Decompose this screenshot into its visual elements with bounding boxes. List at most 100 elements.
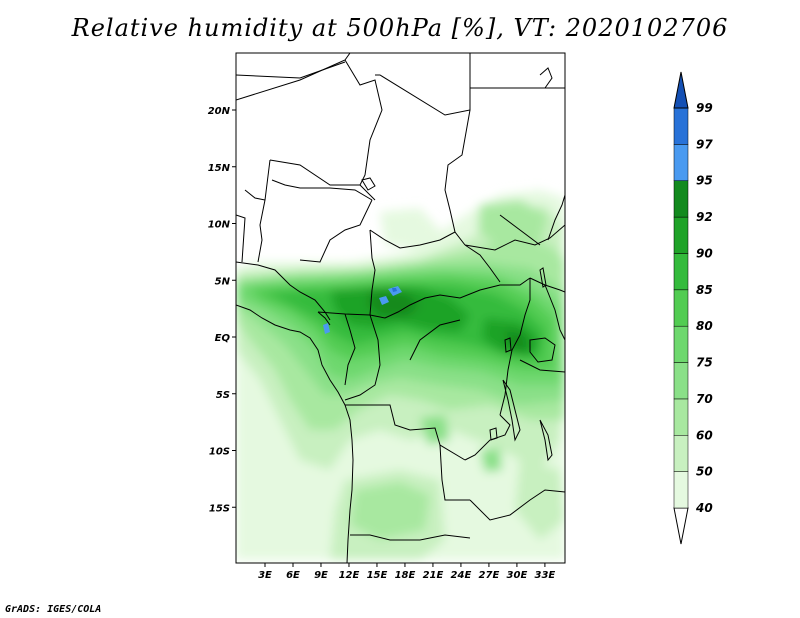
lon-tick-label: 12E <box>339 570 360 581</box>
latitude-axis: 20N 15N 10N 5N EQ 5S 10S 15S <box>208 106 236 514</box>
country-boundaries <box>236 53 565 563</box>
lake-turkana <box>539 267 547 288</box>
border-algeria <box>236 61 346 79</box>
lake-victoria <box>529 337 556 363</box>
border-guinea-eq <box>317 311 331 326</box>
colorbar-label: 97 <box>696 137 713 151</box>
lon-tick-label: 30E <box>507 570 528 581</box>
colorbar: 40 50 60 70 75 80 85 90 92 95 97 99 <box>673 71 713 545</box>
colorbar-segment <box>673 398 689 436</box>
colorbar-segment <box>673 325 689 363</box>
lat-tick-label: 5N <box>215 276 231 287</box>
border-angola-zambia <box>439 444 470 501</box>
colorbar-segment <box>673 289 689 327</box>
border-congo-drc <box>344 314 381 401</box>
lat-tick-label: 5S <box>216 390 230 401</box>
border-niger-north <box>236 53 351 101</box>
border-south-sudan-east <box>529 277 565 293</box>
border-togo <box>236 214 246 263</box>
colorbar-segment <box>673 471 689 509</box>
lon-tick-label: 6E <box>286 570 300 581</box>
colorbar-label: 95 <box>696 174 713 188</box>
lat-tick-label: 15S <box>209 503 230 514</box>
colorbar-label: 75 <box>696 356 713 370</box>
colorbar-min-arrow <box>673 507 689 545</box>
colorbar-label: 80 <box>696 319 713 333</box>
border-nigeria-north <box>271 179 373 201</box>
lat-tick-label: 10S <box>209 447 230 458</box>
chart-title: Relative humidity at 500hPa [%], VT: 202… <box>71 14 729 42</box>
border-niger-chad <box>344 59 383 186</box>
colorbar-segment <box>673 435 689 472</box>
rh-region-70-zambia <box>480 448 502 472</box>
grads-credit: GrADS: IGES/COLA <box>5 604 102 615</box>
border-car-drc <box>369 277 531 319</box>
rh-region-97 <box>392 288 397 292</box>
colorbar-segment <box>673 107 689 145</box>
border-niger-south <box>269 159 376 201</box>
colorbar-segment <box>673 253 689 291</box>
rh-region-95 <box>379 296 389 305</box>
border-car-south-sudan <box>464 244 501 283</box>
border-chad-car <box>369 229 456 249</box>
lake-tanganyika <box>502 379 521 442</box>
border-red-sea <box>539 67 553 89</box>
colorbar-max-arrow <box>673 71 689 109</box>
colorbar-label: 40 <box>695 501 713 515</box>
colorbar-label: 50 <box>696 465 713 479</box>
lon-tick-label: 15E <box>367 570 388 581</box>
border-uganda-kenya <box>544 284 565 341</box>
lon-tick-label: 24E <box>451 570 472 581</box>
colorbar-segment <box>673 362 689 400</box>
lon-tick-label: 33E <box>535 570 556 581</box>
lon-tick-label: 27E <box>479 570 500 581</box>
lat-tick-label: 10N <box>208 220 231 231</box>
lon-tick-label: 3E <box>258 570 272 581</box>
border-nigeria-cameroon <box>299 199 373 263</box>
border-ethiopia <box>499 214 541 246</box>
colorbar-label: 70 <box>696 392 713 406</box>
colorbar-label: 92 <box>696 210 713 224</box>
colorbar-label: 99 <box>696 101 713 115</box>
border-tanzania <box>519 359 565 373</box>
plot-frame <box>235 52 566 564</box>
border-sudan-south <box>464 224 565 251</box>
colorbar-label: 60 <box>696 428 713 442</box>
border-nigeria-west <box>257 159 271 263</box>
border-sudan-ethiopia <box>547 194 565 241</box>
lake-kivu <box>504 337 512 353</box>
lat-tick-label: 15N <box>208 163 231 174</box>
lat-tick-label: EQ <box>215 333 231 344</box>
border-libya-chad <box>375 53 471 116</box>
rh-region-60-south <box>350 482 430 540</box>
coastline <box>236 304 354 563</box>
rh-region-70-angola <box>420 415 450 445</box>
lon-tick-label: 9E <box>314 570 328 581</box>
lat-tick-label: 20N <box>208 106 231 117</box>
border-angola-namibia <box>350 534 471 541</box>
border-drc-angola-north <box>345 404 466 461</box>
rh-region-50-east <box>515 460 565 540</box>
rh-region-40-north <box>380 208 445 250</box>
border-zambia-east <box>469 489 565 521</box>
lake-malawi <box>539 419 553 462</box>
lon-tick-label: 18E <box>395 570 416 581</box>
coastline-gulf <box>236 261 331 321</box>
colorbar-segment <box>673 180 689 218</box>
humidity-field <box>236 190 565 560</box>
longitude-axis: 3E 6E 9E 12E 15E 18E 21E 24E 27E 30E 33E <box>258 563 555 581</box>
colorbar-label: 85 <box>696 283 713 297</box>
colorbar-segment <box>673 144 689 181</box>
lake-chad <box>361 177 376 191</box>
colorbar-segment <box>673 216 689 254</box>
lon-tick-label: 21E <box>423 570 444 581</box>
rh-region-95 <box>323 323 330 334</box>
border-drc-river <box>409 319 461 361</box>
colorbar-label: 90 <box>696 246 713 260</box>
border-cameroon-car <box>369 229 376 316</box>
border-drc-zambia <box>464 414 511 461</box>
border-benin <box>244 189 266 201</box>
lake-mweru <box>489 427 498 441</box>
border-gabon-congo <box>344 313 356 386</box>
